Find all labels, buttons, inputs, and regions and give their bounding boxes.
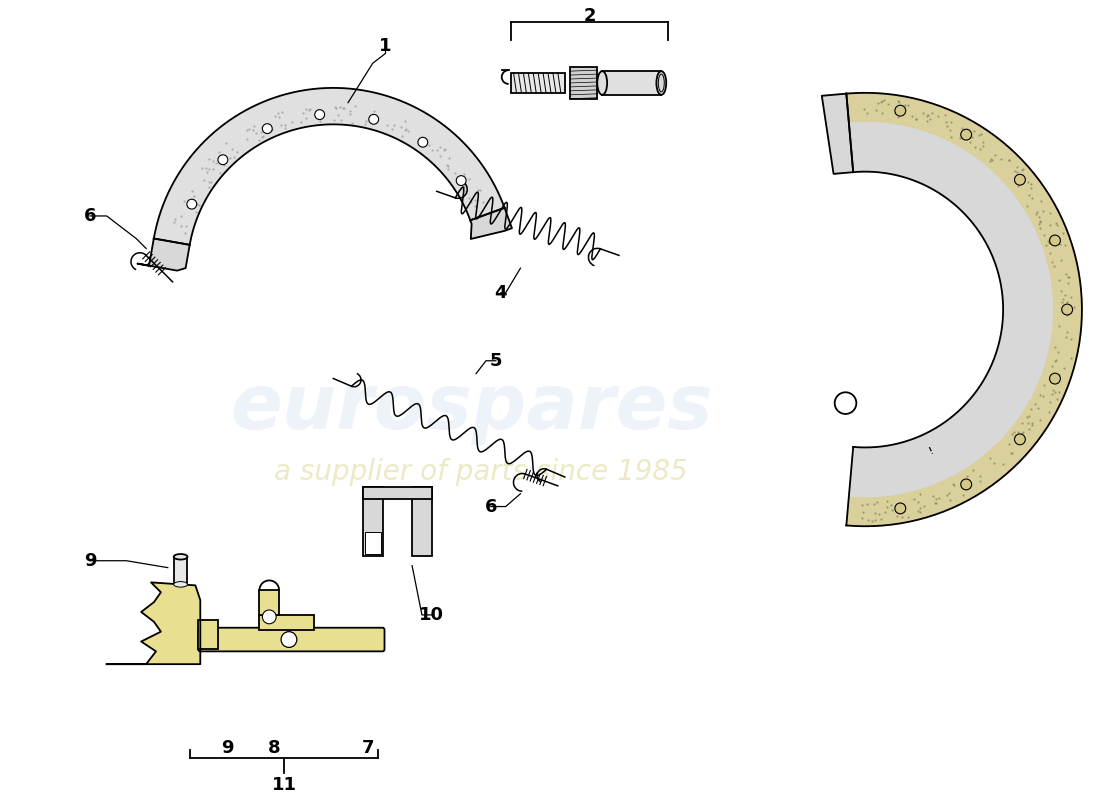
Circle shape [263,124,272,134]
Circle shape [1049,373,1060,384]
Circle shape [960,479,971,490]
Bar [174,557,187,584]
Polygon shape [138,238,189,270]
Text: 2: 2 [583,7,596,25]
Bar [260,615,313,630]
Bar [260,590,279,615]
Circle shape [263,610,276,624]
Bar [363,487,383,556]
Bar [510,73,564,93]
Circle shape [895,106,905,116]
Polygon shape [471,208,512,239]
Circle shape [218,155,228,165]
Polygon shape [154,88,505,245]
Circle shape [282,632,297,647]
Circle shape [187,199,197,209]
Bar [365,532,381,554]
Circle shape [835,392,857,414]
Ellipse shape [657,71,667,94]
Circle shape [895,503,905,514]
Text: 6: 6 [84,207,96,225]
Circle shape [960,130,971,140]
Text: 4: 4 [495,284,507,302]
Text: 7: 7 [362,739,374,757]
Circle shape [1014,434,1025,445]
Text: 9: 9 [84,552,96,570]
Circle shape [315,110,324,119]
Text: 9: 9 [221,739,233,757]
Text: 10: 10 [419,606,444,624]
Text: 5: 5 [490,352,502,370]
Polygon shape [849,122,1053,497]
Text: 1: 1 [379,37,392,54]
Bar [198,620,218,650]
Text: 11: 11 [272,776,297,794]
Text: 8: 8 [268,739,280,757]
Circle shape [1049,235,1060,246]
Polygon shape [822,94,854,174]
Text: eurospares: eurospares [230,371,713,445]
Bar [363,487,432,498]
Circle shape [368,114,378,124]
Ellipse shape [597,71,607,94]
Circle shape [1014,174,1025,185]
Circle shape [418,138,428,147]
Text: a supplier of parts since 1985: a supplier of parts since 1985 [274,458,688,486]
Ellipse shape [659,74,664,92]
Circle shape [456,176,466,186]
Text: 6: 6 [485,498,497,515]
Ellipse shape [174,582,187,587]
Bar [602,71,661,94]
Ellipse shape [174,554,187,559]
Bar [412,487,432,556]
FancyBboxPatch shape [198,628,385,651]
Circle shape [1062,304,1072,315]
Polygon shape [107,582,200,664]
Bar [570,67,597,98]
Polygon shape [846,93,1082,526]
